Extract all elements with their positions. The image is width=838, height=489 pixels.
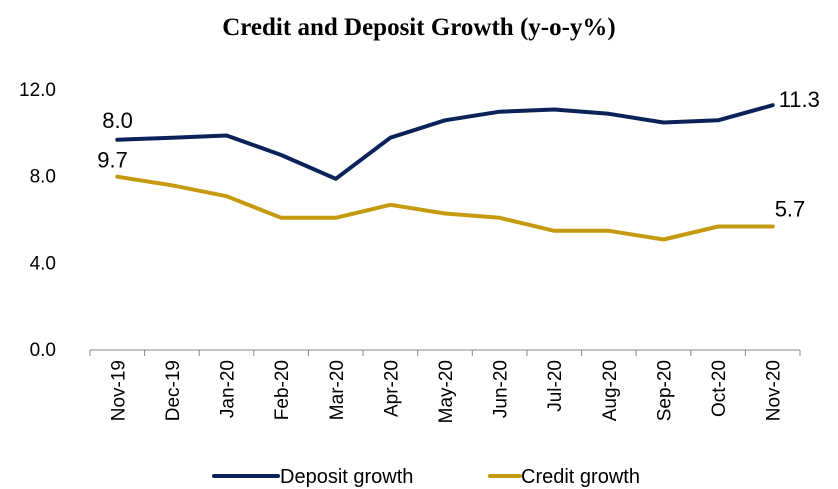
x-tick-label: Nov-20 [764,360,785,421]
x-tick-label: May-20 [436,360,457,423]
x-tick-label: Jun-20 [491,360,512,418]
data-labels: 8.0 9.7 11.3 5.7 [97,87,820,221]
x-tick-label: Mar-20 [327,360,348,420]
credit-growth-line [115,174,775,242]
y-tick-label: 0.0 [30,340,56,361]
data-label: 5.7 [775,197,806,222]
legend-label-credit: Credit growth [521,466,640,488]
deposit-growth-line [115,103,775,181]
data-label: 11.3 [779,87,820,112]
chart-title: Credit and Deposit Growth (y-o-y%) [222,14,616,41]
x-tick-label: Feb-20 [272,360,293,420]
x-tick-label: Sep-20 [654,360,675,421]
x-tick-label: Jan-20 [218,360,239,418]
x-tick-label: Dec-19 [163,360,184,421]
y-tick-label: 12.0 [19,80,56,101]
data-label: 9.7 [97,148,128,173]
x-tick-label: Aug-20 [600,360,621,421]
y-tick-labels: 0.0 4.0 8.0 12.0 [19,80,56,361]
y-tick-label: 8.0 [30,167,56,188]
axis-layer [89,349,801,356]
legend: Deposit growth Credit growth [212,466,640,488]
x-tick-label: Jul-20 [545,360,566,412]
x-tick-labels: Nov-19 Dec-19 Jan-20 Feb-20 Mar-20 Apr-20 May-… [108,360,784,423]
x-tick-label: Apr-20 [381,360,402,417]
x-tick-label: Nov-19 [108,360,129,421]
series-layer [115,103,775,242]
x-tick-label: Oct-20 [709,360,730,417]
data-label: 8.0 [102,108,133,133]
y-tick-label: 4.0 [30,253,56,274]
legend-label-deposit: Deposit growth [280,466,413,488]
